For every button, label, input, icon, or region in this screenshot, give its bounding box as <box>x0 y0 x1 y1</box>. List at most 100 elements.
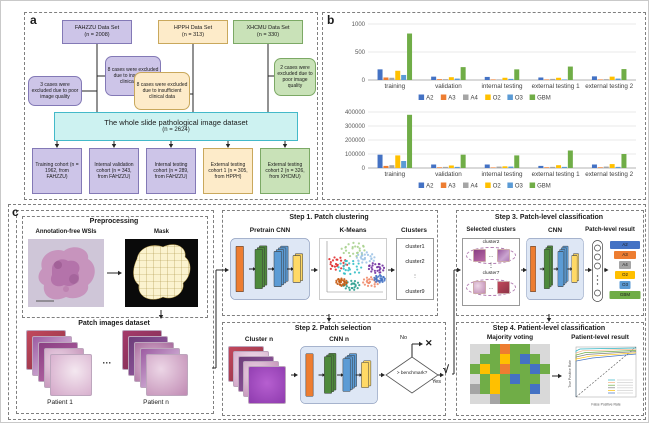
mask-label: Mask <box>153 229 169 235</box>
voting-tile <box>520 384 530 394</box>
wsi-thumbnail <box>28 239 104 307</box>
patch-stack-patient-1 <box>26 330 94 396</box>
step1-box <box>222 210 438 316</box>
voting-tile <box>500 354 510 364</box>
exclusion-box-4: 2 cases were excluded due to poor image … <box>274 58 316 96</box>
class-bar-a3: A3 <box>614 251 636 259</box>
patch-dataset-title: Patch images dataset <box>78 320 150 327</box>
class-probability-bars: A2 A3 A4 O2 O3 GBM <box>608 241 642 303</box>
cnn-icon <box>526 238 584 300</box>
dataset-box-xhcmu: XHCMU Data Set (n = 330) <box>233 20 303 44</box>
cluster2-ellipse: … <box>466 247 516 264</box>
class-bar-row: A4 <box>608 261 642 270</box>
voting-tile <box>510 364 520 374</box>
patch-image <box>472 281 486 294</box>
no-label: No <box>400 335 408 341</box>
svg-text:external testing 2: external testing 2 <box>585 171 633 178</box>
svg-text:O2: O2 <box>493 184 502 190</box>
svg-text:O3: O3 <box>515 184 524 190</box>
voting-tile <box>480 354 490 364</box>
patch-image <box>496 281 510 294</box>
cluster-n-patch-stack <box>228 346 290 406</box>
dataset-n: (n = 313) <box>181 32 205 38</box>
patch-image <box>146 354 188 396</box>
class-bar-a2: A2 <box>610 241 640 249</box>
exclusion-box-3: 8 cases were excluded due to insufficien… <box>134 72 190 110</box>
ellipsis: … <box>488 284 494 291</box>
wsi-label: Annotation-free WSIs <box>35 229 97 235</box>
voting-tile <box>470 384 480 394</box>
data-preparation-box <box>16 210 214 414</box>
cnn-label: CNN <box>547 227 563 234</box>
svg-text:0: 0 <box>362 166 366 172</box>
voting-tile <box>480 384 490 394</box>
voting-tile <box>480 364 490 374</box>
svg-text:external testing 2: external testing 2 <box>585 83 633 90</box>
class-bar-a4: A4 <box>619 261 631 269</box>
voting-tile <box>500 364 510 374</box>
ellipsis: … <box>488 252 494 259</box>
cluster2-label: cluster2 <box>482 240 500 245</box>
svg-text:300000: 300000 <box>345 124 366 130</box>
clusters-list: cluster1 cluster2 ⋮ cluster9 <box>396 238 434 300</box>
svg-text:training: training <box>384 83 405 90</box>
cnn-n-label: CNN n <box>329 336 349 343</box>
cluster-list-item: ⋮ <box>412 273 418 280</box>
majority-voting-label: Majority voting <box>486 334 534 341</box>
step4-title: Step 4. Patient-level classification <box>492 325 606 332</box>
svg-text:external testing 1: external testing 1 <box>532 83 580 90</box>
voting-tile <box>510 354 520 364</box>
step3-title: Step 3. Patch-level classification <box>494 214 604 221</box>
svg-text:GBM: GBM <box>537 184 551 190</box>
exclusion-box-1: 3 cases were excluded due to poor image … <box>28 76 82 106</box>
voting-tile <box>530 364 540 374</box>
ellipsis-between-patients: ··· <box>102 358 112 368</box>
node-column-icon <box>592 240 603 302</box>
voting-tile <box>490 344 500 354</box>
dataset-n: (n = 2008) <box>84 32 110 38</box>
voting-tile <box>520 354 530 364</box>
svg-text:external testing 1: external testing 1 <box>532 171 580 178</box>
dataset-box-fahzzu: FAHZZU Data Set (n = 2008) <box>62 20 132 44</box>
voting-heatmap <box>470 344 550 404</box>
voting-tile <box>520 344 530 354</box>
svg-text:0: 0 <box>362 78 366 84</box>
svg-text:400000: 400000 <box>345 110 366 116</box>
svg-text:A3: A3 <box>448 184 456 190</box>
panel-a <box>24 12 318 200</box>
svg-text:1000: 1000 <box>352 22 366 28</box>
dataset-title: FAHZZU Data Set <box>74 25 120 32</box>
selected-clusters-label: Selected clusters <box>466 227 516 233</box>
panel-c-label: c <box>12 205 19 219</box>
kmeans-scatter <box>319 238 387 300</box>
patch-stack-patient-n <box>122 330 190 396</box>
accept-mark: √ <box>443 364 450 376</box>
kmeans-label: K-Means <box>339 227 367 234</box>
pretrain-cnn-label: Pretrain CNN <box>249 227 291 234</box>
step1-title: Step 1. Patch clustering <box>289 214 369 221</box>
preprocessing-title: Preprocessing <box>89 218 139 225</box>
patient-n-label: Patient n <box>143 399 169 406</box>
voting-tile <box>510 374 520 384</box>
panel-b <box>322 12 646 200</box>
case-count-bar-chart: 0 500 1000 training validation internal testi… <box>352 22 636 102</box>
voting-tile <box>500 374 510 384</box>
patch-image <box>496 249 510 262</box>
patch-count-bar-chart: 0 100000 200000 300000 400000 training validat… <box>345 110 636 190</box>
step4-box <box>456 322 644 416</box>
class-bar-row: O3 <box>608 281 642 290</box>
panel-a-label: a <box>30 13 37 27</box>
class-bar-o2: O2 <box>615 271 635 279</box>
svg-text:False Positive Rate: False Positive Rate <box>591 403 620 407</box>
cohort-box-validation: Internal validation cohort (n = 343, fro… <box>89 148 139 194</box>
class-bar-row: GBM <box>608 291 642 300</box>
voting-tile <box>510 394 520 404</box>
voting-tile <box>530 374 540 384</box>
preprocessing-box <box>22 216 208 318</box>
voting-tile <box>490 384 500 394</box>
benchmark-decision-label: > benchmark? <box>396 371 428 376</box>
svg-text:True Positive Rate: True Positive Rate <box>568 360 572 388</box>
voting-tile <box>500 384 510 394</box>
panel-c <box>8 204 646 420</box>
svg-text:O2: O2 <box>493 96 502 102</box>
